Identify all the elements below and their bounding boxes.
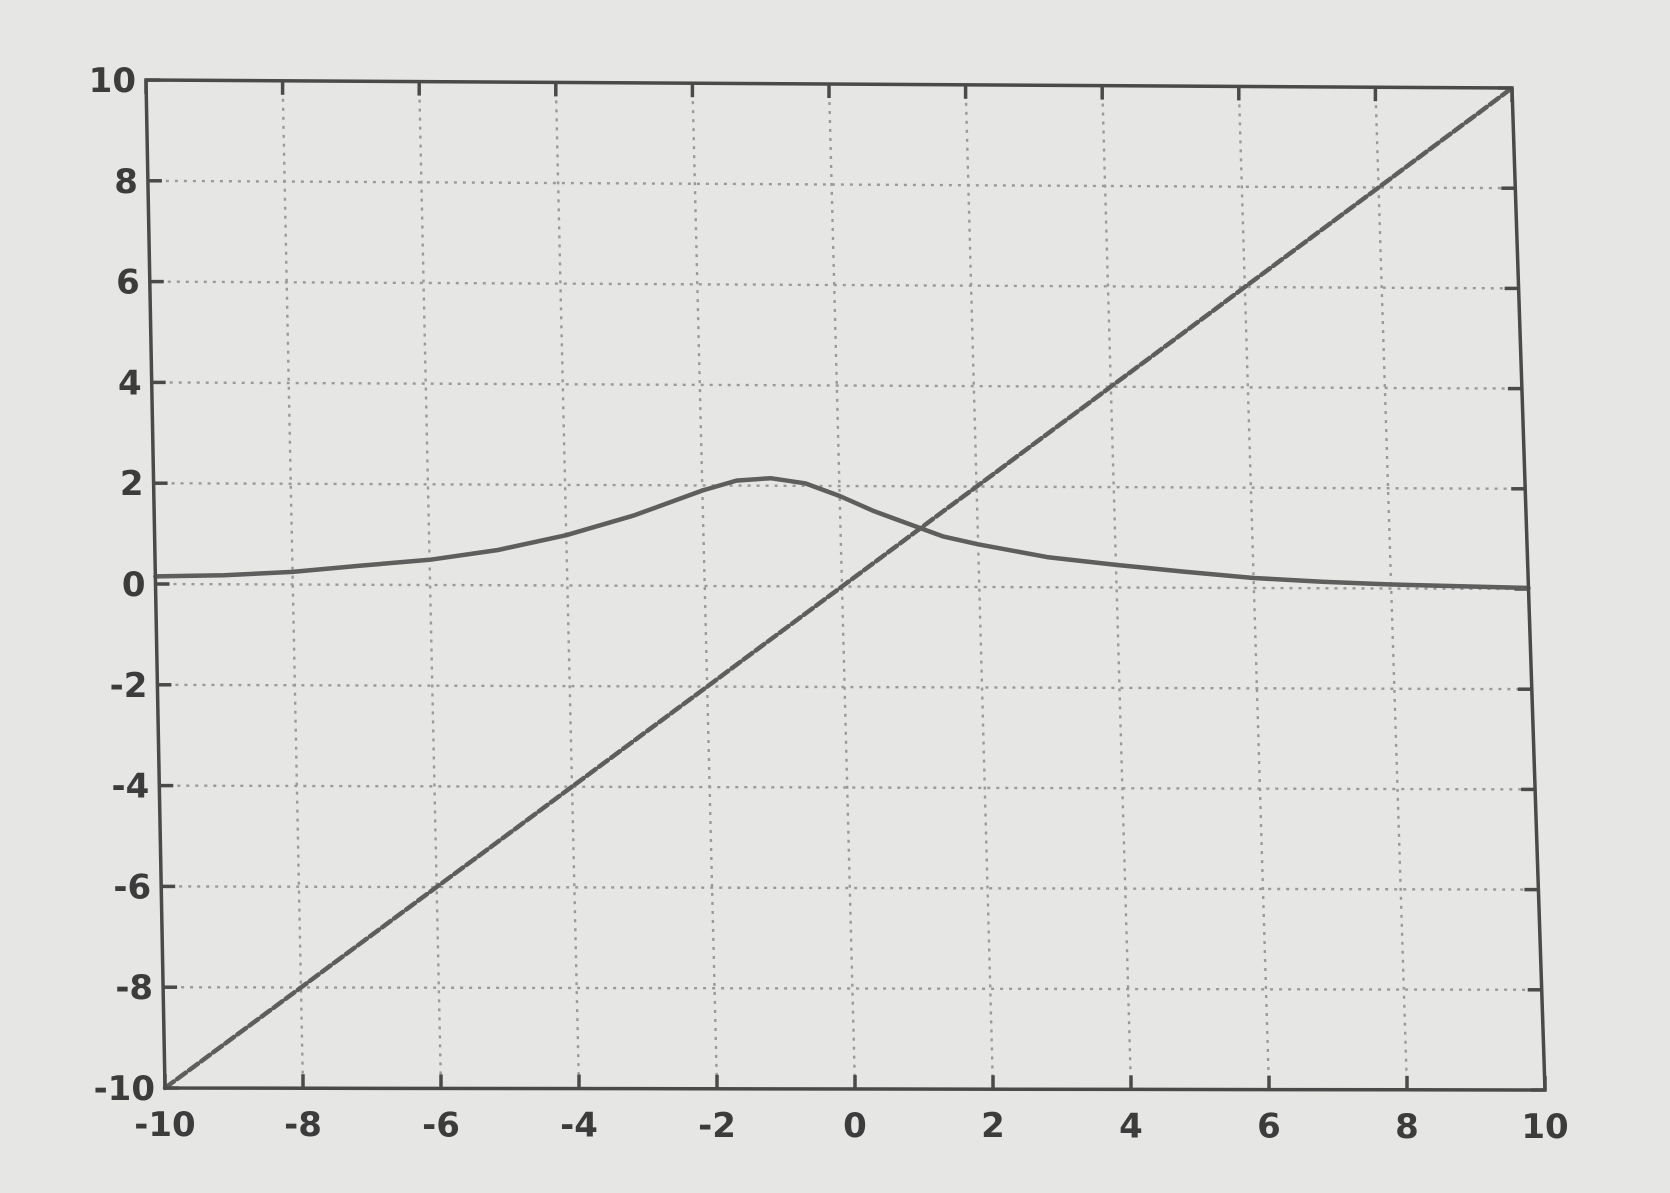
- y-tick-label: -8: [115, 968, 153, 1008]
- axis-frame-layer: [144, 78, 1547, 1092]
- x-tick-label: 2: [981, 1106, 1005, 1146]
- x-tick-label: -4: [560, 1106, 598, 1146]
- x-tick-label: -6: [422, 1105, 460, 1145]
- y-tick-label: -6: [113, 867, 151, 907]
- grid-line-y-2: [149, 280, 1519, 290]
- axis-frame: [144, 78, 1547, 1092]
- grid-line-y-9: [163, 986, 1542, 991]
- grid-line-y-1: [147, 179, 1516, 190]
- series-line-1: [162, 85, 1515, 1091]
- y-tick-label: 4: [118, 363, 142, 403]
- grid-line-x-5: [827, 83, 857, 1090]
- grid-line-y-6: [157, 683, 1532, 691]
- series-line-2: [153, 475, 1531, 591]
- grid-line-x-2: [418, 81, 443, 1089]
- y-tick-label: 0: [122, 565, 146, 605]
- y-tick-label: 6: [116, 263, 140, 303]
- grid-line-x-4: [691, 83, 719, 1089]
- grid-line-y-4: [153, 482, 1526, 490]
- grid-line-x-3: [554, 82, 581, 1089]
- x-tick-label: 8: [1395, 1107, 1419, 1147]
- tick-label-layer: -10 -8 -6 -4 -2 0 2 4 6 8 10 10 8 6 4 2 0 -2 -4 -6 -8 -10: [89, 61, 1569, 1147]
- grid-line-y-3: [151, 381, 1522, 390]
- grid-line-x-7: [1101, 85, 1133, 1090]
- series-layer: [153, 85, 1531, 1091]
- x-tick-label: -2: [698, 1106, 736, 1146]
- y-tick-label: -2: [110, 666, 148, 706]
- x-tick-label: 0: [843, 1106, 867, 1146]
- grid-layer: [147, 80, 1542, 1090]
- y-tick-label: -4: [112, 767, 150, 807]
- x-tick-label: 10: [1521, 1107, 1568, 1147]
- y-tick-label: -10: [94, 1069, 155, 1109]
- x-tick-label: 6: [1257, 1107, 1281, 1147]
- y-tick-label: 2: [120, 464, 144, 504]
- x-tick-label: -8: [284, 1105, 322, 1145]
- x-tick-label: -10: [134, 1105, 195, 1145]
- y-tick-label: 8: [114, 162, 138, 202]
- grid-line-x-6: [964, 84, 995, 1090]
- x-tick-label: 4: [1119, 1106, 1143, 1146]
- grid-line-x-1: [281, 80, 305, 1089]
- y-tick-label: 10: [89, 61, 136, 101]
